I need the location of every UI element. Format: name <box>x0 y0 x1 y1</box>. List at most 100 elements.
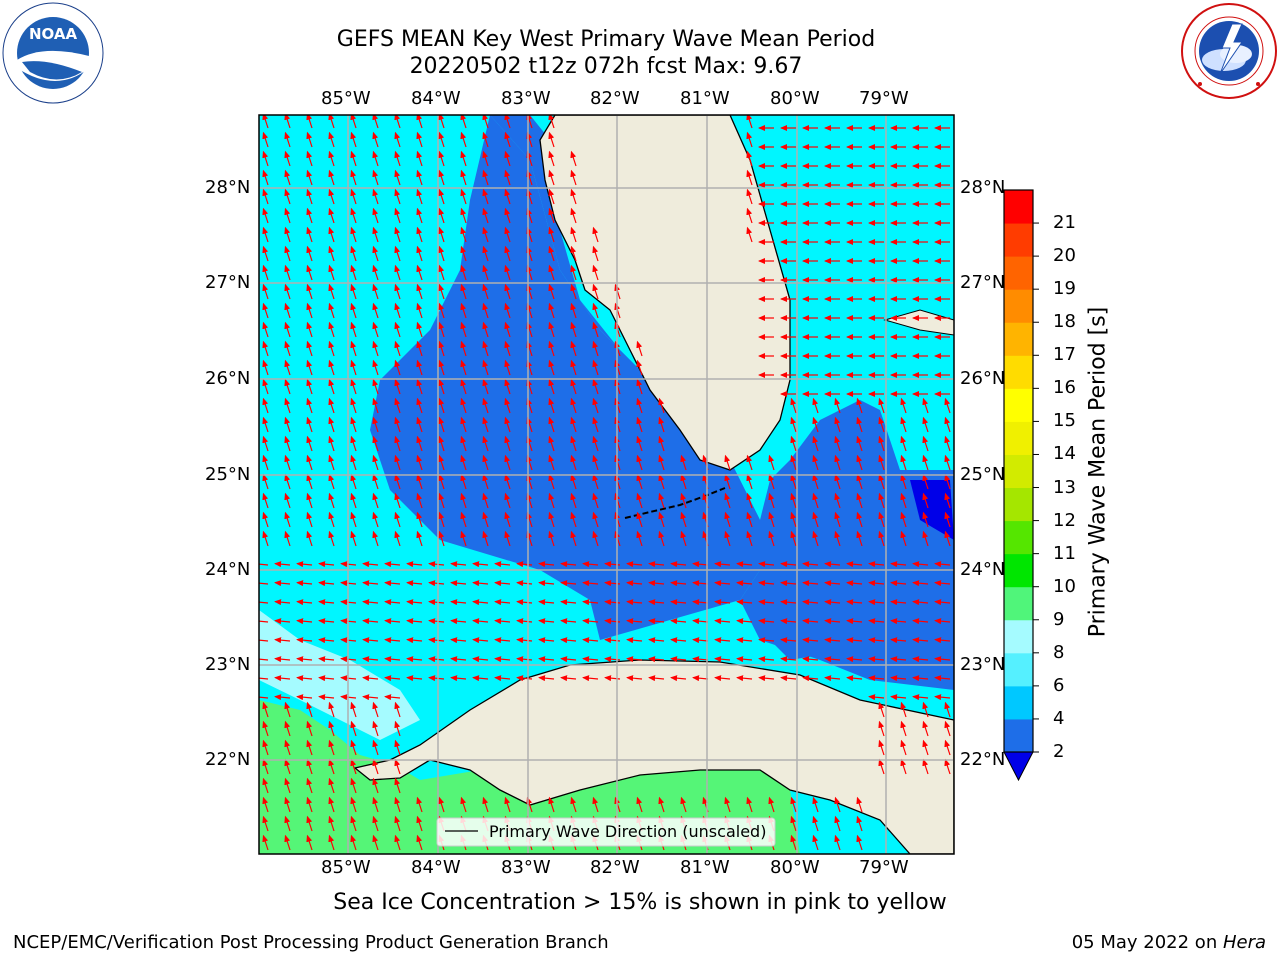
wave-arrow <box>824 637 841 644</box>
wave-arrow <box>450 637 467 644</box>
wave-arrow <box>746 530 753 547</box>
wave-arrow <box>262 473 269 490</box>
wave-arrow <box>482 264 489 281</box>
wave-arrow <box>856 511 863 528</box>
wave-arrow <box>692 580 709 587</box>
wave-arrow <box>362 656 379 663</box>
wave-arrow <box>350 378 357 395</box>
colorbar-tick-label: 14 <box>1053 443 1076 465</box>
wave-arrow <box>758 599 775 606</box>
wave-arrow <box>394 416 401 433</box>
wave-arrow <box>548 397 555 414</box>
wave-arrow <box>482 150 489 167</box>
wave-arrow <box>812 815 819 832</box>
wave-arrow <box>758 637 775 644</box>
wave-arrow <box>416 115 423 129</box>
wave-arrow <box>284 321 291 338</box>
wave-arrow <box>394 359 401 376</box>
wave-arrow <box>460 321 467 338</box>
wave-arrow <box>296 637 313 644</box>
wave-arrow <box>834 530 841 547</box>
wave-arrow <box>548 454 555 471</box>
wave-arrow <box>428 675 445 682</box>
host-name: Hera <box>1222 932 1266 953</box>
lat-tick-label: 22°N <box>205 749 251 770</box>
wave-arrow <box>538 599 555 606</box>
period-band-under-2-east <box>910 480 954 540</box>
wave-arrow <box>548 492 555 509</box>
wave-arrow <box>692 561 709 568</box>
wave-arrow <box>394 397 401 414</box>
wave-arrow <box>284 454 291 471</box>
wave-arrow <box>318 561 335 568</box>
wave-arrow <box>548 207 555 224</box>
wave-arrow <box>394 492 401 509</box>
wave-arrow <box>306 530 313 547</box>
wave-arrow <box>394 796 401 813</box>
wave-arrow <box>284 397 291 414</box>
wave-arrow <box>812 530 819 547</box>
wave-arrow <box>262 758 269 775</box>
wave-arrow <box>306 302 313 319</box>
wave-arrow <box>450 656 467 663</box>
wave-arrow <box>592 359 599 376</box>
wave-arrow <box>482 454 489 471</box>
wave-arrow <box>834 492 841 509</box>
wave-arrow <box>626 580 643 587</box>
wave-arrow <box>658 530 665 547</box>
lat-tick-label: 24°N <box>960 559 1006 580</box>
wave-arrow <box>482 796 489 813</box>
colorbar-segment <box>1004 223 1033 257</box>
colorbar-tick-label: 8 <box>1053 641 1065 663</box>
wave-arrow <box>274 561 291 568</box>
colorbar-tick-label: 11 <box>1053 542 1076 564</box>
wave-arrow <box>724 796 731 813</box>
wave-arrow <box>328 815 335 832</box>
wave-arrow <box>482 340 489 357</box>
wave-arrow <box>658 435 665 452</box>
wave-arrow <box>350 435 357 452</box>
wave-arrow <box>306 397 313 414</box>
wave-arrow <box>890 618 907 625</box>
wave-arrow <box>284 359 291 376</box>
wave-arrow <box>318 656 335 663</box>
wave-arrow <box>482 511 489 528</box>
wave-arrow <box>362 618 379 625</box>
wave-arrow <box>306 340 313 357</box>
wave-arrow <box>438 435 445 452</box>
wave-arrow <box>284 834 291 851</box>
colorbar-tick-label: 9 <box>1053 608 1065 630</box>
wave-arrow <box>680 473 687 490</box>
wave-arrow <box>372 435 379 452</box>
wave-arrow <box>450 599 467 606</box>
wave-arrow <box>416 378 423 395</box>
wave-arrow <box>416 169 423 186</box>
wave-arrow <box>900 492 907 509</box>
wave-arrow <box>724 492 731 509</box>
wave-arrow <box>592 416 599 433</box>
wave-arrow <box>494 637 511 644</box>
wave-arrow <box>746 492 753 509</box>
wave-arrow <box>406 637 423 644</box>
colorbar-segment <box>1004 454 1033 489</box>
lat-tick-label: 25°N <box>960 464 1006 485</box>
wave-arrow <box>328 188 335 205</box>
wave-arrow <box>790 530 797 547</box>
wave-arrow <box>570 796 577 813</box>
wave-arrow <box>262 115 269 129</box>
wave-arrow <box>482 416 489 433</box>
wave-arrow <box>592 340 599 357</box>
wave-arrow <box>658 511 665 528</box>
wave-arrow <box>746 226 753 243</box>
wave-arrow <box>328 169 335 186</box>
wave-arrow <box>306 834 313 851</box>
wave-arrow <box>262 207 269 224</box>
colorbar-tick-label: 6 <box>1053 674 1065 696</box>
wave-arrow <box>658 397 665 414</box>
wave-arrow <box>394 701 401 718</box>
wave-arrow <box>680 454 687 471</box>
wave-arrow <box>372 739 379 756</box>
wave-arrow <box>856 796 863 813</box>
wave-arrow <box>736 618 753 625</box>
period-band-2-4 <box>490 115 954 690</box>
